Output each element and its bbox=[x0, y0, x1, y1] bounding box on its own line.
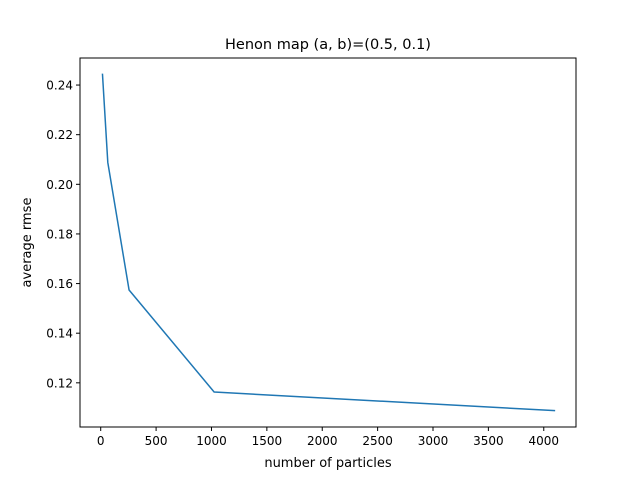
y-tick-label: 0.14 bbox=[46, 327, 73, 341]
x-axis-label: number of particles bbox=[264, 456, 392, 471]
series-layer bbox=[101, 73, 556, 412]
x-tick-label: 3000 bbox=[418, 434, 449, 448]
x-tick-label: 2000 bbox=[307, 434, 338, 448]
x-tick-label: 0 bbox=[97, 434, 105, 448]
y-tick-label: 0.12 bbox=[46, 376, 73, 390]
y-tick-label: 0.22 bbox=[46, 128, 73, 142]
x-tick-label: 3500 bbox=[473, 434, 504, 448]
y-tick-label: 0.24 bbox=[46, 79, 73, 93]
y-tick-label: 0.16 bbox=[46, 277, 73, 291]
chart-title: Henon map (a, b)=(0.5, 0.1) bbox=[225, 37, 431, 53]
x-axis-ticks: 0 500 1000 1500 2000 2500 3000 3500 4000 bbox=[97, 427, 559, 448]
series-line bbox=[101, 73, 556, 412]
x-tick-label: 4000 bbox=[528, 434, 559, 448]
x-tick-label: 1500 bbox=[252, 434, 283, 448]
plot-area-frame bbox=[79, 57, 577, 428]
y-axis-label: average rmse bbox=[20, 198, 35, 288]
y-tick-label: 0.18 bbox=[46, 227, 73, 241]
y-tick-label: 0.20 bbox=[46, 178, 73, 192]
x-tick-label: 500 bbox=[145, 434, 168, 448]
x-tick-label: 2500 bbox=[362, 434, 393, 448]
y-axis-ticks: 0.12 0.14 0.16 0.18 0.20 0.22 0.24 bbox=[46, 79, 80, 390]
x-tick-label: 1000 bbox=[196, 434, 227, 448]
